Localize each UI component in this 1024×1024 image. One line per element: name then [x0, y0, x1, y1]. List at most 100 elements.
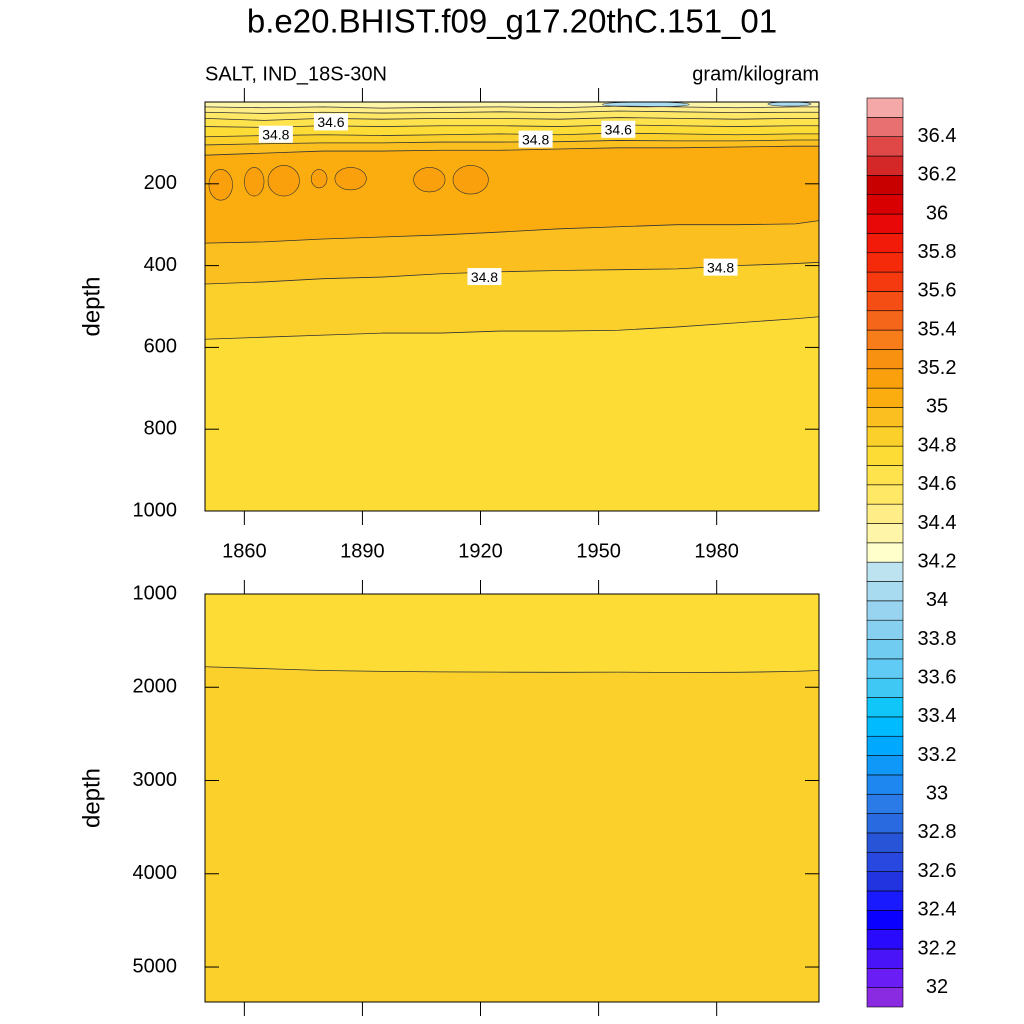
contour-blob: [602, 102, 690, 108]
colorbar-box: [866, 426, 904, 447]
colorbar-box: [866, 639, 904, 660]
colorbar-box: [866, 503, 904, 524]
contour-line: [205, 316, 819, 340]
colorbar-label: 34.6: [918, 473, 957, 495]
contour-fill: [205, 316, 819, 511]
colorbar-box: [866, 175, 904, 196]
colorbar-label: 33.2: [918, 744, 957, 766]
colorbar-label: 36.4: [918, 125, 957, 147]
y-tick-label: 1000: [133, 582, 178, 604]
colorbar-box: [866, 697, 904, 718]
contour-fill: [205, 262, 819, 340]
contour-label-bg: [467, 268, 502, 286]
y-tick-label: 5000: [133, 955, 178, 977]
colorbar-box: [866, 813, 904, 834]
colorbar-label: 34.8: [918, 434, 957, 456]
y-tick-label: 400: [144, 254, 177, 276]
contour-blob: [310, 169, 328, 189]
colorbar-box: [866, 252, 904, 273]
colorbar-box: [866, 851, 904, 872]
contour-line: [205, 145, 819, 156]
colorbar-box: [866, 716, 904, 737]
y-axis-label: depth: [78, 276, 105, 336]
colorbar-label: 36: [926, 202, 948, 224]
y-axis-label: depth: [78, 768, 105, 828]
colorbar-box: [866, 523, 904, 544]
contour-blob: [244, 167, 265, 197]
contour-line: [205, 105, 819, 109]
x-tick-label: 1860: [222, 540, 267, 562]
colorbar-label: 35.6: [918, 280, 957, 302]
colorbar-box: [866, 987, 904, 1008]
colorbar-label: 32.8: [918, 821, 957, 843]
contour-fill: [205, 666, 819, 1002]
panel-frame: [204, 101, 820, 512]
contour-blob: [267, 165, 300, 197]
contour-fill: [205, 133, 819, 145]
contour-fill: [205, 117, 819, 128]
contour-fill: [205, 594, 819, 673]
colorbar-box: [866, 329, 904, 350]
contour-label: 34.8: [522, 131, 549, 147]
contour-blob: [334, 167, 367, 191]
contour-label: 34.8: [262, 126, 289, 142]
colorbar-box: [866, 948, 904, 969]
panel: 34.8 34.6 34.8 34.6 34.8 34.8: [205, 102, 819, 511]
colorbar-box: [866, 658, 904, 679]
y-tick-label: 200: [144, 172, 177, 194]
colorbar-label: 33.8: [918, 628, 957, 650]
panel: [205, 594, 819, 1002]
contour-fill: [205, 220, 819, 285]
colorbar-box: [866, 368, 904, 389]
x-tick-label: 1950: [576, 540, 621, 562]
colorbar-box: [866, 677, 904, 698]
y-tick-label: 3000: [133, 769, 178, 791]
contour-label-bg: [258, 125, 293, 143]
colorbar-box: [866, 600, 904, 621]
colorbar-box: [866, 97, 904, 118]
contour-blob: [413, 167, 446, 193]
colorbar-box: [866, 136, 904, 157]
colorbar-label: 34.4: [918, 512, 957, 534]
colorbar-label: 35.8: [918, 241, 957, 263]
contour-line: [205, 220, 819, 244]
colorbar-box: [866, 194, 904, 215]
colorbar-box: [866, 581, 904, 602]
contour-fill: [205, 124, 819, 137]
colorbar-box: [866, 310, 904, 331]
colorbar-label: 35: [926, 396, 948, 418]
contour-label: 34.8: [471, 269, 498, 285]
plot-area: 34.8 34.6 34.8 34.6 34.8 34.8: [205, 102, 819, 511]
colorbar-box: [866, 407, 904, 428]
colorbar-box: [866, 465, 904, 486]
subtitle-left: SALT, IND_18S-30N: [205, 63, 387, 85]
colorbar-box: [866, 271, 904, 292]
y-tick-label: 600: [144, 336, 177, 358]
panel-frame: [204, 593, 820, 1003]
colorbar-box: [866, 291, 904, 312]
colorbar-label: 35.2: [918, 357, 957, 379]
y-tick-label: 1000: [133, 499, 178, 521]
colorbar-label: 33.4: [918, 705, 957, 727]
colorbar-label: 36.2: [918, 164, 957, 186]
plot-area: [205, 594, 819, 1002]
contour-label: 34.8: [707, 259, 734, 275]
colorbar-box: [866, 871, 904, 892]
colorbar-box: [866, 735, 904, 756]
colorbar-box: [866, 929, 904, 950]
contour-label-bg: [518, 130, 553, 148]
contour-label-bg: [703, 258, 738, 276]
contour-line: [205, 110, 819, 114]
contour-fill: [205, 140, 819, 156]
colorbar-box: [866, 619, 904, 640]
colorbar-label: 32: [926, 976, 948, 998]
contour-blob: [767, 102, 812, 107]
colorbar-box: [866, 117, 904, 137]
colorbar-label: 32.6: [918, 860, 957, 882]
colorbar-box: [866, 968, 904, 988]
contour-line: [205, 666, 819, 673]
colorbar-box: [866, 832, 904, 853]
colorbar-label: 33: [926, 783, 948, 805]
chart-title: b.e20.BHIST.f09_g17.20thC.151_01: [247, 3, 777, 40]
